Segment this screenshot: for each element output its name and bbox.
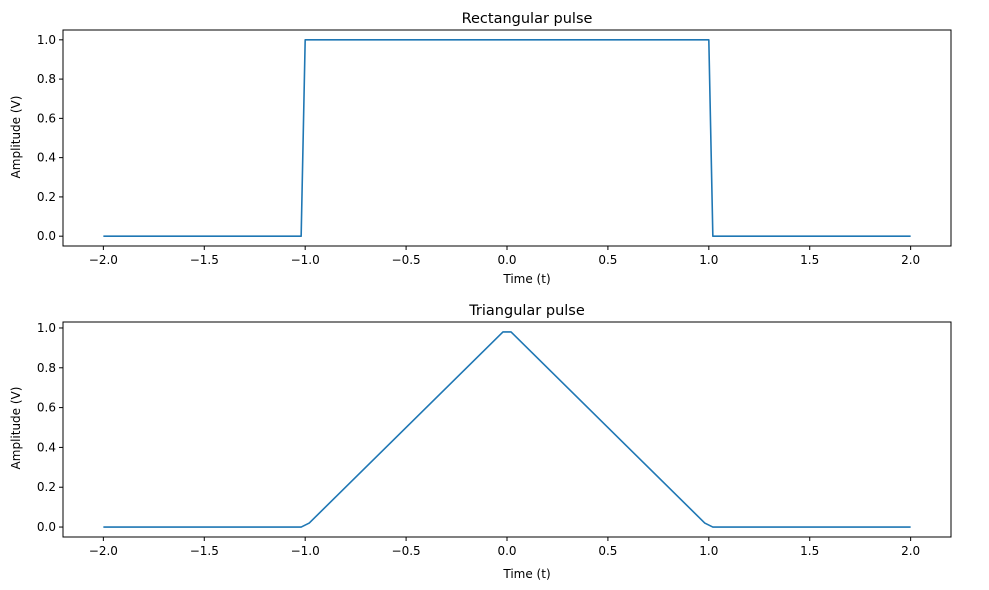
y-axis-label: Amplitude (V) [9, 96, 23, 179]
y-tick-label: 0.6 [37, 401, 56, 415]
y-tick-label: 0.6 [37, 111, 56, 125]
x-tick-label: −1.5 [190, 544, 219, 558]
y-axis-label: Amplitude (V) [9, 387, 23, 470]
y-tick-label: 0.0 [37, 229, 56, 243]
series-line [103, 39, 911, 237]
y-tick-label: 0.8 [37, 72, 56, 86]
x-tick-label: −2.0 [89, 253, 118, 267]
y-tick-label: 0.4 [37, 440, 56, 454]
y-tick-label: 0.8 [37, 361, 56, 375]
x-tick-label: 2.0 [901, 544, 920, 558]
y-tick-label: 1.0 [37, 321, 56, 335]
y-tick-label: 0.2 [37, 480, 56, 494]
plot-frame [62, 321, 952, 538]
x-tick-label: −2.0 [89, 544, 118, 558]
x-tick-label: −1.5 [190, 253, 219, 267]
x-tick-label: 1.0 [699, 544, 718, 558]
x-tick-label: −0.5 [392, 544, 421, 558]
x-tick-label: −0.5 [392, 253, 421, 267]
x-tick-label: −1.0 [291, 544, 320, 558]
x-tick-label: 1.0 [699, 253, 718, 267]
x-tick-label: 0.0 [497, 253, 516, 267]
subplot-rectangular-pulse: Rectangular pulse Time (t) Amplitude (V)… [9, 11, 952, 286]
x-tick-label: −1.0 [291, 253, 320, 267]
subplot-triangular-pulse: Triangular pulse Time (t) Amplitude (V) … [9, 303, 952, 581]
x-tick-label: 0.5 [598, 253, 617, 267]
x-tick-label: 1.5 [800, 253, 819, 267]
chart-title: Triangular pulse [468, 303, 585, 319]
x-tick-label: 0.5 [598, 544, 617, 558]
plot-frame [62, 29, 952, 247]
y-tick-label: 0.4 [37, 151, 56, 165]
series-line [103, 331, 911, 528]
chart-title: Rectangular pulse [462, 11, 593, 27]
y-tick-label: 1.0 [37, 33, 56, 47]
y-tick-label: 0.0 [37, 520, 56, 534]
x-tick-label: 0.0 [497, 544, 516, 558]
x-tick-label: 2.0 [901, 253, 920, 267]
y-tick-label: 0.2 [37, 190, 56, 204]
x-axis-label: Time (t) [502, 272, 550, 286]
x-axis-label: Time (t) [502, 567, 550, 581]
x-tick-label: 1.5 [800, 544, 819, 558]
